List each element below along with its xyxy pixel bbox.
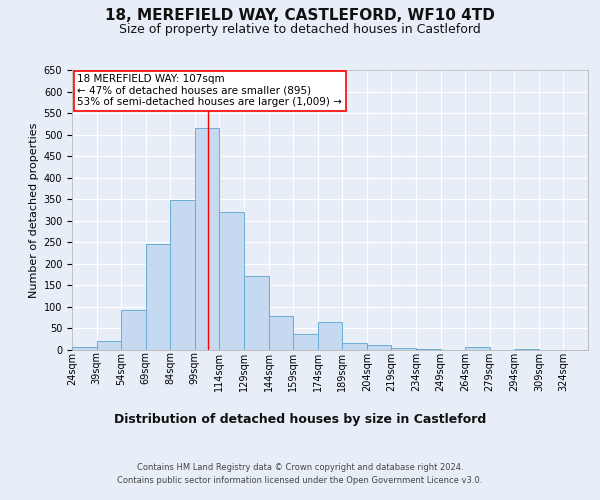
Bar [121,310,146,350]
Text: Distribution of detached houses by size in Castleford: Distribution of detached houses by size … [114,412,486,426]
Bar [514,348,539,350]
Bar [220,212,244,350]
Bar [170,200,195,350]
Y-axis label: Number of detached properties: Number of detached properties [29,122,40,298]
Bar [195,128,220,350]
Text: Contains HM Land Registry data © Crown copyright and database right 2024.: Contains HM Land Registry data © Crown c… [137,462,463,471]
Bar [72,347,97,350]
Bar [367,345,391,350]
Bar [391,348,416,350]
Text: Contains public sector information licensed under the Open Government Licence v3: Contains public sector information licen… [118,476,482,485]
Text: 18, MEREFIELD WAY, CASTLEFORD, WF10 4TD: 18, MEREFIELD WAY, CASTLEFORD, WF10 4TD [105,8,495,22]
Bar [293,334,318,350]
Bar [269,316,293,350]
Bar [146,244,170,350]
Text: 18 MEREFIELD WAY: 107sqm
← 47% of detached houses are smaller (895)
53% of semi-: 18 MEREFIELD WAY: 107sqm ← 47% of detach… [77,74,342,108]
Bar [244,276,269,350]
Bar [318,322,342,350]
Bar [97,342,121,350]
Bar [342,342,367,350]
Bar [416,348,440,350]
Bar [465,347,490,350]
Text: Size of property relative to detached houses in Castleford: Size of property relative to detached ho… [119,22,481,36]
